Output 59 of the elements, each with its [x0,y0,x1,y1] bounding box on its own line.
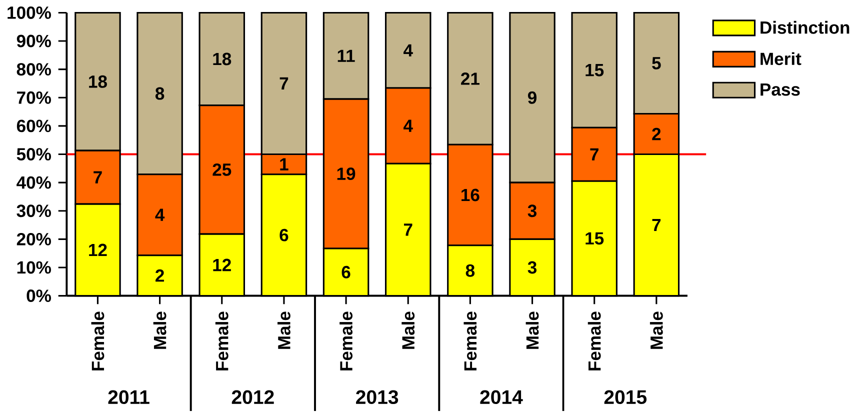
annotation: 1 [280,158,288,170]
annotation: 11 [338,50,355,62]
legend-label: Distinction [760,20,850,34]
annotation: 7 [280,77,288,90]
annotation: 21 [461,72,480,85]
text: 2014 [480,390,523,404]
annotation: 3 [528,261,537,274]
y-tick-label: 80% [16,63,51,76]
y-tick-label: 0% [26,290,51,302]
annotation: 9 [528,91,537,104]
y-tick-label: 50% [16,148,51,161]
text: 2013 [356,390,398,404]
annotation: 7 [404,224,412,236]
y-tick-label: 70% [17,91,51,104]
annotation: 15 [586,232,604,245]
annotation: 12 [213,258,231,272]
y-tick-label: 90% [16,34,51,48]
annotation: 2 [652,128,661,140]
text: 2012 [232,390,274,404]
annotation: 7 [652,219,661,232]
annotation: 6 [280,228,288,242]
x-tick-label: Male [153,312,166,349]
annotation: 3 [528,204,537,218]
annotation: 19 [337,168,356,180]
legend-label: Merit [760,52,802,66]
annotation: 4 [155,208,165,221]
y-tick-label: 100% [8,6,51,19]
text: 2011 [108,390,150,404]
annotation: 12 [89,244,107,256]
annotation: 8 [466,264,475,277]
annotation: 7 [94,171,102,184]
annotation: 6 [342,266,350,278]
x-tick-label: Female [464,312,477,370]
legend-label: Pass [760,84,800,96]
annotation: 5 [652,57,661,70]
annotation: 18 [89,75,107,88]
text: 2015 [604,390,647,404]
x-tick-label: Female [215,312,228,370]
annotation: 4 [404,120,413,132]
annotation: 7 [590,148,598,160]
annotation: 25 [212,163,232,176]
annotation: 2 [156,269,164,282]
annotation: 18 [213,52,232,66]
x-tick-label: Male [526,312,539,349]
y-tick-label: 40% [16,176,51,189]
y-tick-label: 10% [17,261,51,274]
x-tick-label: Female [340,312,352,370]
y-tick-label: 20% [16,232,51,246]
x-tick-label: Male [278,312,290,349]
annotation: 4 [404,44,413,56]
x-tick-label: Female [91,312,104,370]
annotation: 8 [155,87,164,100]
x-tick-label: Female [588,312,601,370]
annotation: 15 [586,64,604,76]
y-tick-label: 60% [16,120,51,132]
annotation: 16 [462,188,480,202]
y-tick-label: 30% [16,204,51,218]
x-tick-label: Male [650,312,663,349]
x-tick-label: Male [402,312,415,349]
